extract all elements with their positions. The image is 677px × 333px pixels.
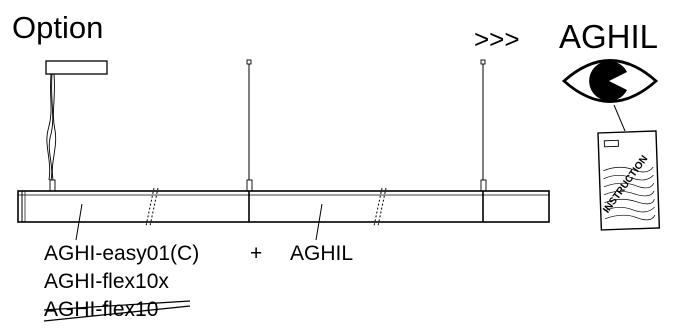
power-cord <box>46 73 57 181</box>
gripper-2 <box>246 179 253 193</box>
gripper-3 <box>480 179 487 193</box>
gripper-1 <box>49 179 56 193</box>
ceiling-anchor-1 <box>246 59 252 65</box>
product-label-aghil: AGHIL <box>290 242 354 265</box>
eye-icon <box>561 59 659 132</box>
ceiling-anchor-2 <box>480 59 486 65</box>
leader-line-2 <box>315 203 323 241</box>
strike-line-2 <box>43 305 191 322</box>
variant-label-flex10-deprecated: AGHI-flex10 <box>44 298 159 321</box>
variant-label-flex10x: AGHI-flex10x <box>44 270 169 293</box>
strike-line-1 <box>43 300 191 311</box>
length-break-2 <box>373 187 387 227</box>
instruction-sheet-icon: INSTRUCTION <box>597 130 661 231</box>
option-title: Option <box>12 10 104 45</box>
arrows-label: >>> <box>474 24 520 54</box>
eye-leader-line <box>613 104 626 132</box>
plus-sign: + <box>250 242 263 265</box>
ceiling-canopy <box>45 60 108 75</box>
length-break-1 <box>145 187 159 227</box>
product-label-easy01: AGHI-easy01(C) <box>44 242 200 265</box>
luminaire-profile <box>17 190 550 223</box>
leader-line-1 <box>75 203 83 241</box>
brand-title: AGHIL <box>559 18 659 55</box>
